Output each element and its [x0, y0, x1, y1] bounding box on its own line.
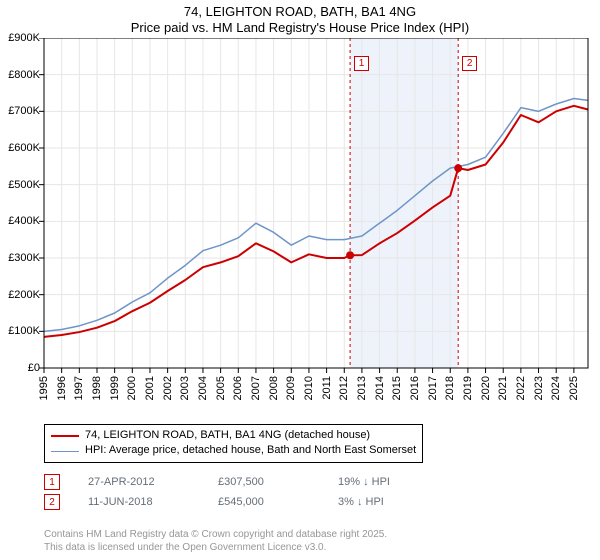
legend-item: HPI: Average price, detached house, Bath… — [51, 443, 416, 458]
legend-swatch-property — [51, 435, 79, 437]
sales-table: 1 27-APR-2012 £307,500 19% ↓ HPI 2 11-JU… — [44, 472, 458, 512]
chart-area: £0 £100K £200K £300K £400K £500K £600K £700K £80… — [0, 38, 600, 418]
table-row: 1 27-APR-2012 £307,500 19% ↓ HPI — [44, 472, 458, 492]
sale-hpi: 3% ↓ HPI — [338, 496, 458, 508]
x-tick-label: 1999 — [109, 376, 121, 400]
y-tick-label: £700K — [0, 105, 40, 117]
chart-titles: 74, LEIGHTON ROAD, BATH, BA1 4NG Price p… — [0, 0, 600, 35]
x-tick-label: 2017 — [427, 376, 439, 400]
x-tick-label: 2020 — [480, 376, 492, 400]
x-tick-label: 2016 — [409, 376, 421, 400]
y-tick-label: £500K — [0, 179, 40, 191]
sale-price: £307,500 — [218, 476, 338, 488]
x-tick-label: 2009 — [285, 376, 297, 400]
x-tick-label: 2004 — [197, 376, 209, 400]
x-tick-label: 1995 — [38, 376, 50, 400]
sale-marker-2: 2 — [44, 494, 60, 510]
x-tick-label: 2014 — [374, 376, 386, 400]
legend-swatch-hpi — [51, 451, 79, 452]
x-tick-label: 1997 — [73, 376, 85, 400]
legend-label: HPI: Average price, detached house, Bath… — [85, 443, 416, 458]
x-tick-label: 2005 — [215, 376, 227, 400]
x-tick-label: 2000 — [126, 376, 138, 400]
x-tick-label: 2018 — [444, 376, 456, 400]
x-tick-label: 2024 — [550, 376, 562, 400]
x-tick-label: 2023 — [533, 376, 545, 400]
y-tick-label: £800K — [0, 69, 40, 81]
y-tick-label: £300K — [0, 252, 40, 264]
sale-hpi: 19% ↓ HPI — [338, 476, 458, 488]
legend-label: 74, LEIGHTON ROAD, BATH, BA1 4NG (detach… — [85, 428, 370, 443]
y-tick-label: £0 — [0, 362, 40, 374]
x-tick-label: 2002 — [162, 376, 174, 400]
legend: 74, LEIGHTON ROAD, BATH, BA1 4NG (detach… — [44, 424, 423, 463]
title-line-2: Price paid vs. HM Land Registry's House … — [0, 20, 600, 36]
x-tick-label: 2013 — [356, 376, 368, 400]
footer: Contains HM Land Registry data © Crown c… — [44, 529, 387, 554]
title-line-1: 74, LEIGHTON ROAD, BATH, BA1 4NG — [0, 4, 600, 20]
chart-svg — [0, 38, 600, 418]
x-tick-label: 2006 — [232, 376, 244, 400]
y-tick-label: £600K — [0, 142, 40, 154]
x-tick-label: 2010 — [303, 376, 315, 400]
footer-line-1: Contains HM Land Registry data © Crown c… — [44, 529, 387, 542]
x-tick-label: 2008 — [268, 376, 280, 400]
x-tick-label: 1996 — [56, 376, 68, 400]
chart-sale-marker: 1 — [354, 56, 369, 71]
y-tick-label: £100K — [0, 325, 40, 337]
y-tick-label: £400K — [0, 215, 40, 227]
x-tick-label: 2021 — [497, 376, 509, 400]
footer-line-2: This data is licensed under the Open Gov… — [44, 542, 387, 555]
chart-sale-marker: 2 — [462, 56, 477, 71]
table-row: 2 11-JUN-2018 £545,000 3% ↓ HPI — [44, 492, 458, 512]
x-tick-label: 2011 — [321, 376, 333, 400]
x-tick-label: 2015 — [391, 376, 403, 400]
x-tick-label: 2007 — [250, 376, 262, 400]
x-tick-label: 1998 — [91, 376, 103, 400]
sale-price: £545,000 — [218, 496, 338, 508]
y-tick-label: £900K — [0, 32, 40, 44]
legend-item: 74, LEIGHTON ROAD, BATH, BA1 4NG (detach… — [51, 428, 416, 443]
x-tick-label: 2022 — [515, 376, 527, 400]
x-tick-label: 2025 — [568, 376, 580, 400]
sale-date: 27-APR-2012 — [88, 476, 218, 488]
x-tick-label: 2019 — [462, 376, 474, 400]
sale-marker-1: 1 — [44, 474, 60, 490]
x-tick-label: 2003 — [179, 376, 191, 400]
sale-date: 11-JUN-2018 — [88, 496, 218, 508]
x-tick-label: 2012 — [338, 376, 350, 400]
y-tick-label: £200K — [0, 289, 40, 301]
x-tick-label: 2001 — [144, 376, 156, 400]
